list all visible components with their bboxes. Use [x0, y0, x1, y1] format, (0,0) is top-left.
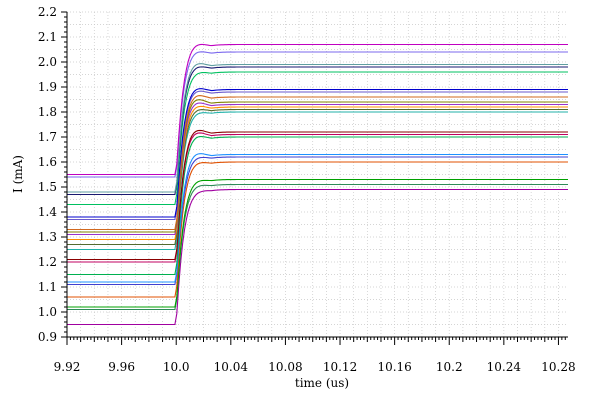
series-line: [67, 108, 568, 246]
x-tick-label: 10.28: [541, 360, 575, 374]
x-tick-label: 10.24: [487, 360, 522, 374]
series-line: [67, 136, 568, 276]
series-line: [67, 132, 568, 263]
series-line: [67, 99, 568, 233]
series-line: [67, 43, 568, 176]
y-tick-label: 2.2: [38, 5, 57, 19]
y-axis-label: I (mA): [11, 155, 25, 193]
series-line: [67, 88, 568, 218]
x-tick-label: 10.2: [436, 360, 463, 374]
series-line: [67, 188, 568, 326]
y-tick-label: 1.3: [38, 230, 57, 244]
series-line: [67, 156, 568, 286]
series-line: [67, 161, 568, 298]
series-line: [67, 71, 568, 206]
y-tick-label: 2.1: [38, 30, 57, 44]
y-tick-label: 1.1: [38, 280, 57, 294]
y-tick-label: 0.9: [38, 330, 57, 344]
series-line: [67, 90, 568, 221]
x-tick-label: 10.16: [377, 360, 411, 374]
x-tick-label: 9.96: [108, 360, 135, 374]
series-line: [67, 63, 568, 193]
y-tick-label: 1.2: [38, 255, 57, 269]
series-line: [67, 129, 568, 261]
y-tick-label: 1.0: [38, 305, 57, 319]
series-line: [67, 153, 568, 283]
grid: [66, 11, 568, 338]
y-tick-label: 1.7: [38, 130, 57, 144]
y-tick-label: 2.0: [38, 55, 57, 69]
x-tick-label: 10.08: [268, 360, 302, 374]
series-group: [67, 43, 568, 326]
x-tick-label: 9.92: [54, 360, 81, 374]
series-line: [67, 102, 568, 236]
series-line: [67, 105, 568, 241]
series-line: [67, 183, 568, 311]
y-tick-label: 1.4: [38, 205, 57, 219]
axes: 0.9 1.0 1.1 1.2 1.3 1.4 1.5 1.6 1.7 1.8 1.9 2.0 2.1 2…: [38, 5, 576, 374]
series-line: [67, 51, 568, 178]
y-tick-label: 1.8: [38, 105, 57, 119]
series-line: [67, 66, 568, 196]
x-tick-label: 10.04: [214, 360, 249, 374]
x-tick-label: 10.0: [163, 360, 190, 374]
x-axis-label: time (us): [295, 376, 349, 390]
y-tick-label: 1.6: [38, 155, 57, 169]
y-tick-label: 1.5: [38, 180, 57, 194]
x-tick-label: 10.12: [323, 360, 357, 374]
y-tick-label: 1.9: [38, 80, 57, 94]
series-line: [67, 111, 568, 251]
series-line: [67, 95, 568, 231]
series-line: [67, 178, 568, 308]
